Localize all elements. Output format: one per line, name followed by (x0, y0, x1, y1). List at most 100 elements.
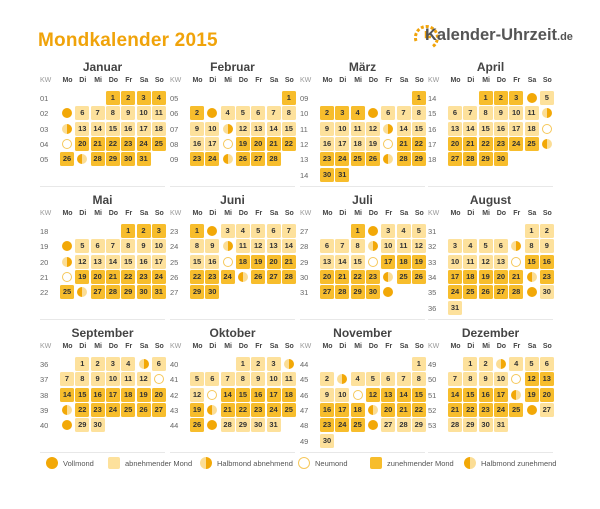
day-cell: 10 (335, 121, 350, 136)
day-cell: 4 (463, 239, 478, 254)
moon-symbol (367, 420, 378, 431)
moon-phase-icon (381, 136, 396, 151)
day-cell: 24 (509, 136, 524, 151)
divider (40, 452, 165, 453)
day-cell: 25 (463, 285, 478, 300)
day-cell: 23 (320, 418, 334, 433)
day-cell: 18 (350, 136, 365, 151)
day-cell: 6 (266, 224, 281, 238)
day-cell: 9 (251, 372, 266, 387)
day-cell: 4 (396, 224, 411, 238)
day-cell: 19 (524, 387, 539, 402)
day-cell: 5 (251, 224, 266, 238)
divider (428, 319, 553, 320)
day-cell: 6 (251, 106, 266, 121)
day-cell: 24 (205, 152, 220, 167)
day-cell: 16 (320, 402, 334, 417)
divider (300, 186, 425, 187)
moon-phase-icon (381, 285, 396, 300)
kw-header: KW (170, 343, 182, 350)
week-number: 33 (428, 257, 437, 267)
day-cell: 5 (75, 239, 90, 254)
day-cell: 23 (205, 269, 220, 284)
weekday-label: So (154, 343, 164, 350)
day-cell: 7 (448, 372, 462, 387)
day-cell: 26 (190, 418, 204, 433)
moon-symbol (62, 108, 72, 119)
moon-symbol (511, 241, 522, 252)
weekday-label: Fr (255, 343, 263, 350)
day-cell: 2 (90, 357, 105, 371)
day-cell: 1 (190, 224, 204, 238)
week-number: 40 (40, 421, 49, 431)
day-cell: 23 (90, 402, 105, 417)
moon-phase-icon (75, 285, 90, 300)
day-cell: 2 (539, 224, 554, 238)
moon-phase-icon (335, 372, 350, 387)
day-cell: 29 (411, 152, 426, 167)
day-cell: 18 (463, 269, 478, 284)
week-number: 34 (428, 272, 437, 282)
day-cell: 10 (493, 372, 508, 387)
day-cell: 24 (266, 402, 281, 417)
moon-symbol (383, 271, 394, 282)
day-cell: 27 (493, 285, 508, 300)
site-logo[interactable]: Kalender-Uhrzeit.de (412, 17, 587, 51)
week-number: 14 (300, 170, 309, 180)
weekday-label: Sa (399, 77, 409, 84)
moon-phase-icon (60, 136, 74, 151)
day-cell: 8 (281, 106, 296, 121)
weekday-header: KW Mo Di Mi Do Fr Sa So (428, 210, 553, 222)
day-cell: 30 (90, 418, 105, 433)
weekday-label: Mo (192, 210, 203, 217)
day-cell: 13 (90, 254, 105, 269)
day-cell: 11 (151, 106, 166, 121)
day-cell: 29 (235, 418, 250, 433)
day-cell: 17 (105, 387, 120, 402)
day-cell: 3 (151, 224, 166, 238)
day-cell: 25 (281, 402, 296, 417)
day-cell: 15 (235, 387, 250, 402)
day-cell: 11 (524, 106, 539, 121)
day-cell: 23 (365, 269, 380, 284)
day-cell: 18 (396, 254, 411, 269)
weekday-label: Sa (269, 77, 279, 84)
moon-phase-icon (509, 372, 524, 387)
day-cell: 2 (136, 224, 151, 238)
day-cell: 22 (235, 402, 250, 417)
day-cell: 18 (121, 387, 136, 402)
moon-phase-icon (509, 239, 524, 254)
day-cell: 9 (205, 239, 220, 254)
weekday-label: Mi (482, 343, 490, 350)
day-cell: 5 (524, 357, 539, 371)
day-cell: 31 (136, 152, 151, 167)
day-cell: 6 (90, 239, 105, 254)
day-cell: 27 (320, 285, 334, 300)
kw-header: KW (40, 77, 52, 84)
day-cell: 14 (60, 387, 74, 402)
day-cell: 7 (266, 106, 281, 121)
weekday-label: Di (79, 77, 87, 84)
day-cell: 3 (266, 357, 281, 371)
moon-phase-icon (539, 121, 554, 136)
day-cell: 4 (220, 106, 235, 121)
day-cell: 20 (320, 269, 334, 284)
day-cell: 4 (350, 106, 365, 121)
day-cell: 24 (220, 269, 235, 284)
day-cell: 12 (75, 254, 90, 269)
day-cell: 1 (350, 224, 365, 238)
week-number: 14 (428, 94, 437, 103)
day-cell: 10 (151, 239, 166, 254)
weekday-label: Mi (224, 343, 232, 350)
day-cell: 11 (350, 121, 365, 136)
divider (40, 319, 165, 320)
day-cell: 6 (320, 239, 334, 254)
day-cell: 31 (151, 285, 166, 300)
day-cell: 15 (478, 121, 493, 136)
weekday-label: Mo (450, 343, 461, 350)
day-cell: 25 (350, 418, 365, 433)
moon-phase-icon (524, 91, 539, 105)
day-cell: 13 (448, 121, 462, 136)
moon-symbol (207, 108, 218, 119)
kw-header: KW (300, 343, 312, 350)
